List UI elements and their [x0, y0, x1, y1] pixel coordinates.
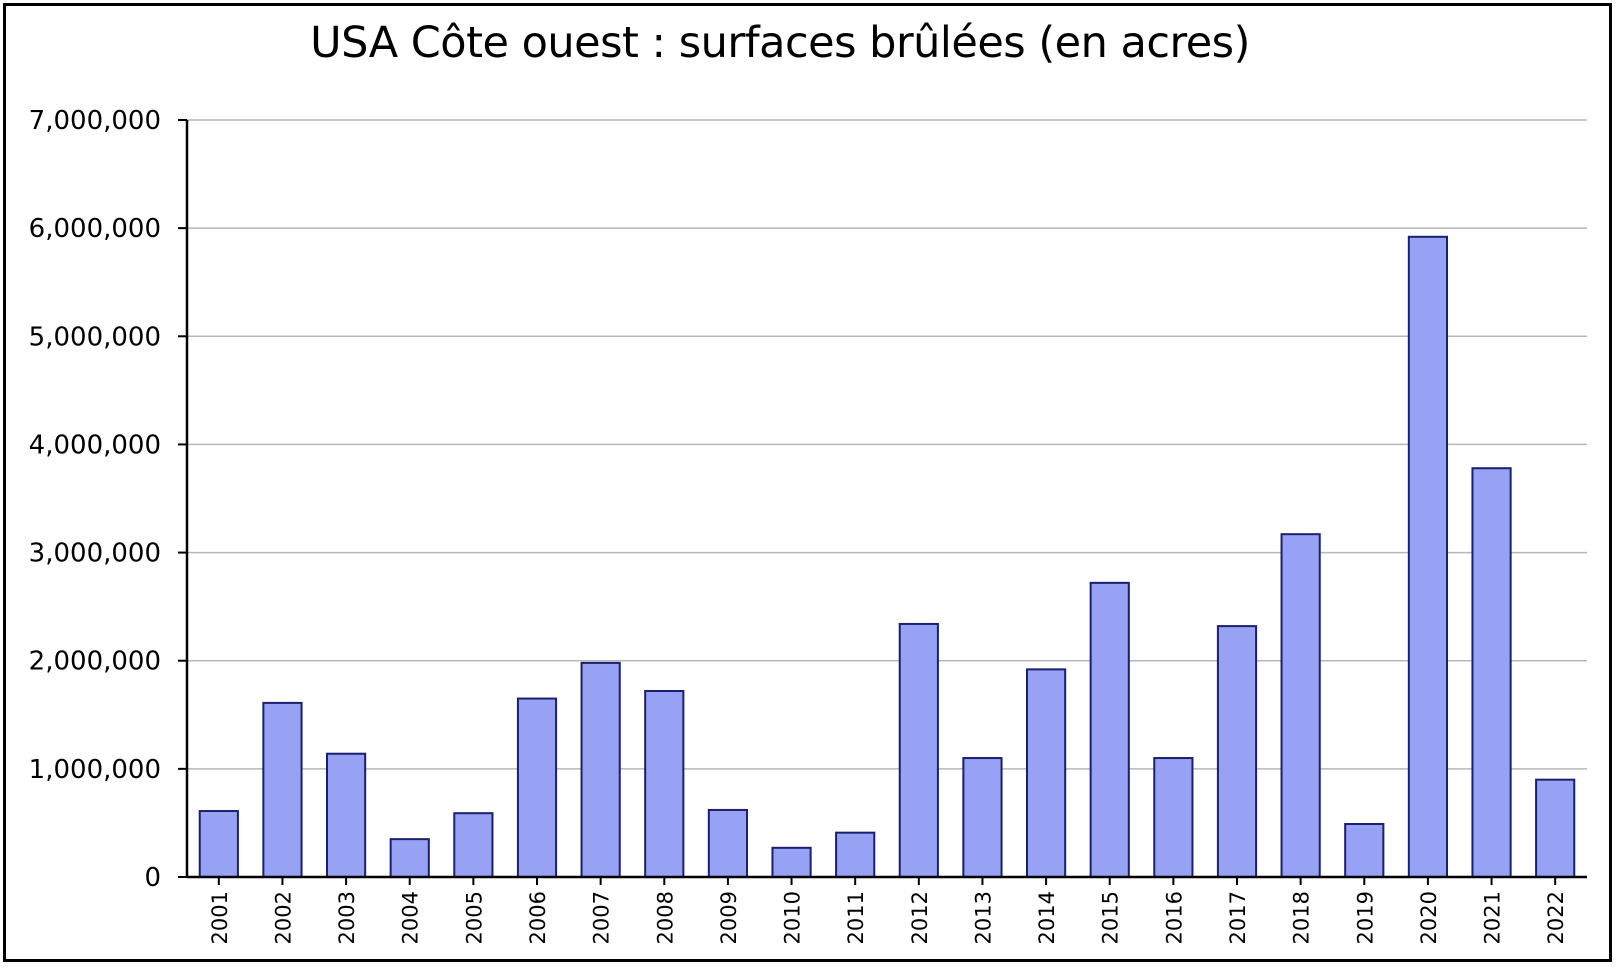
bar — [1280, 533, 1321, 878]
x-tick-label: 2014 — [1035, 891, 1059, 944]
bar — [1535, 778, 1576, 879]
bar — [516, 697, 558, 878]
y-tick-label: 1,000,000 — [29, 755, 161, 785]
bar — [198, 810, 239, 878]
x-tick-label: 2003 — [335, 891, 359, 944]
bar — [389, 838, 430, 879]
y-axis-tick-labels: 0 1,000,000 2,000,000 3,000,000 4,000,000 5,0… — [29, 106, 161, 893]
x-tick-label: 2016 — [1162, 891, 1186, 944]
x-tick-label: 2010 — [781, 891, 805, 944]
bar — [707, 808, 748, 878]
x-tick-label: 2004 — [399, 891, 423, 944]
x-tick-label: 2022 — [1544, 891, 1568, 944]
bar — [644, 689, 685, 878]
y-tick-label: 5,000,000 — [29, 322, 161, 352]
x-tick-label: 2020 — [1417, 891, 1441, 944]
bar — [262, 701, 303, 879]
x-tick-label: 2002 — [271, 891, 295, 944]
y-tick-label: 3,000,000 — [29, 539, 161, 569]
x-axis-tick-labels: 2001 2002 2003 2004 2005 2006 2007 2008 2009 2010… — [208, 891, 1568, 944]
bar — [898, 622, 939, 879]
bar — [962, 757, 1003, 878]
x-tick-label: 2006 — [526, 891, 550, 944]
x-tick-label: 2017 — [1226, 891, 1250, 944]
x-tick-label: 2021 — [1481, 891, 1505, 944]
x-tick-label: 2015 — [1099, 891, 1123, 944]
bar — [835, 831, 876, 879]
bar — [1089, 581, 1130, 878]
y-tick-label: 2,000,000 — [29, 647, 161, 677]
bar — [326, 752, 367, 879]
x-tick-label: 2011 — [844, 891, 868, 944]
chart-title: USA Côte ouest : surfaces brûlées (en ac… — [310, 18, 1250, 68]
gridlines — [187, 119, 1587, 770]
bar — [1344, 823, 1385, 879]
bar — [453, 812, 494, 879]
bar — [1216, 625, 1258, 879]
x-tick-label: 2012 — [908, 891, 932, 944]
y-tick-label: 0 — [144, 863, 161, 893]
x-tick-label: 2001 — [208, 891, 232, 944]
bar — [1471, 467, 1512, 878]
x-tick-label: 2008 — [653, 891, 677, 944]
axes — [178, 119, 1587, 885]
bar — [1026, 668, 1067, 879]
x-tick-label: 2013 — [971, 891, 995, 944]
bar — [771, 846, 812, 879]
x-tick-label: 2018 — [1290, 891, 1314, 944]
y-tick-label: 4,000,000 — [29, 430, 161, 460]
x-tick-label: 2009 — [717, 891, 741, 944]
bar — [1407, 235, 1449, 878]
bar — [1153, 757, 1194, 878]
y-tick-label: 7,000,000 — [29, 106, 161, 136]
x-tick-label: 2007 — [590, 891, 614, 944]
y-tick-label: 6,000,000 — [29, 214, 161, 244]
bars — [198, 235, 1576, 879]
bar — [580, 661, 621, 878]
x-tick-label: 2005 — [462, 891, 486, 944]
x-tick-label: 2019 — [1353, 891, 1377, 944]
